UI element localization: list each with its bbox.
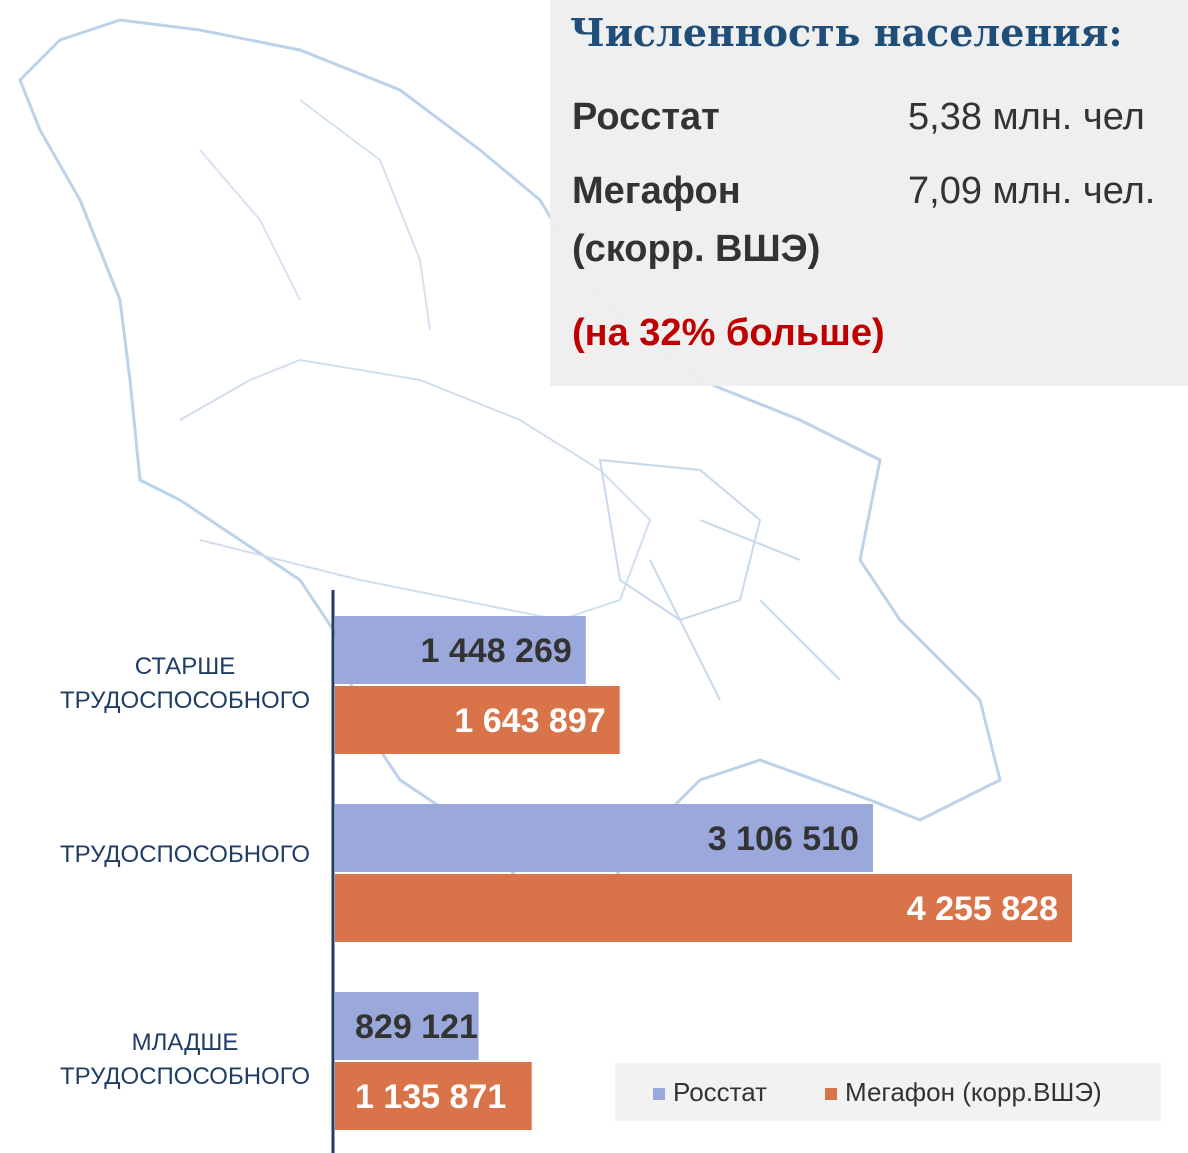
bar <box>335 616 586 684</box>
value-label: 1 448 269 <box>421 632 572 670</box>
info-value: 7,09 млн. чел. <box>908 170 1156 212</box>
bar <box>335 686 620 754</box>
value-label: 1 135 871 <box>355 1078 506 1116</box>
value-label: 3 106 510 <box>708 820 859 858</box>
info-value: 5,38 млн. чел <box>908 96 1145 138</box>
bar <box>335 804 873 872</box>
value-label: 829 121 <box>355 1008 478 1046</box>
value-label: 4 255 828 <box>907 890 1058 928</box>
category-label: СТАРШЕ ТРУДОСПОСОБНОГО <box>59 653 311 714</box>
legend-label: Мегафон (корр.ВШЭ) <box>845 1077 1102 1107</box>
legend-swatch <box>653 1088 665 1101</box>
category-label: МЛАДШЕ ТРУДОСПОСОБНОГО <box>59 1029 311 1090</box>
info-box: Численность населения: Росстат 5,38 млн.… <box>550 0 1188 386</box>
info-note: (на 32% больше) <box>572 312 885 354</box>
bar <box>335 874 1072 942</box>
legend: Росстат Мегафон (корр.ВШЭ) <box>615 1063 1161 1121</box>
info-title: Численность населения: <box>570 10 1123 55</box>
legend-label: Росстат <box>673 1077 768 1107</box>
legend-swatch <box>825 1088 837 1101</box>
info-label: Мегафон (скорр. ВШЭ) <box>572 170 821 270</box>
bar <box>335 1062 532 1130</box>
category-label: ТРУДОСПОСОБНОГО <box>59 841 311 868</box>
value-label: 1 643 897 <box>454 702 605 740</box>
info-label: Росстат <box>572 96 720 138</box>
legend-item: Мегафон (корр.ВШЭ) <box>825 1077 1102 1108</box>
bar <box>335 992 479 1060</box>
legend-item: Росстат <box>653 1077 767 1108</box>
map-background <box>18 18 1002 902</box>
